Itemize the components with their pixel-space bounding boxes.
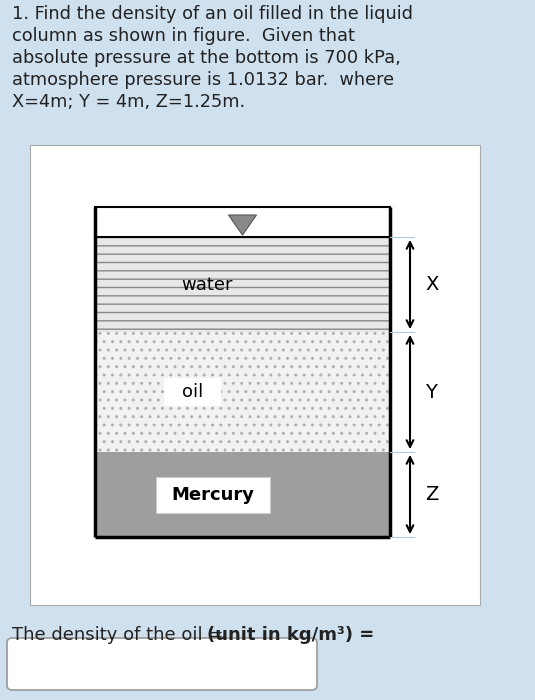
Text: X: X (425, 275, 438, 294)
Text: The density of the oil =: The density of the oil = (12, 626, 229, 644)
Text: oil: oil (182, 383, 203, 401)
Text: water: water (181, 276, 233, 293)
Text: atmosphere pressure is 1.0132 bar.  where: atmosphere pressure is 1.0132 bar. where (12, 71, 394, 89)
Bar (95, 332, 390, 452)
FancyBboxPatch shape (164, 378, 221, 406)
Text: Mercury: Mercury (172, 486, 255, 503)
FancyBboxPatch shape (7, 638, 317, 690)
Text: X=4m; Y = 4m, Z=1.25m.: X=4m; Y = 4m, Z=1.25m. (12, 93, 245, 111)
Text: 1. Find the density of an oil filled in the liquid: 1. Find the density of an oil filled in … (12, 5, 413, 23)
Bar (95, 452, 390, 537)
Bar (30, 145, 480, 605)
Text: Z: Z (425, 485, 438, 504)
Polygon shape (228, 215, 256, 235)
Text: column as shown in figure.  Given that: column as shown in figure. Given that (12, 27, 355, 45)
Bar (95, 237, 390, 332)
Text: (unit in kg/m³) =: (unit in kg/m³) = (207, 626, 374, 644)
Text: absolute pressure at the bottom is 700 kPa,: absolute pressure at the bottom is 700 k… (12, 49, 401, 67)
FancyBboxPatch shape (156, 477, 270, 512)
Text: Y: Y (425, 382, 437, 402)
